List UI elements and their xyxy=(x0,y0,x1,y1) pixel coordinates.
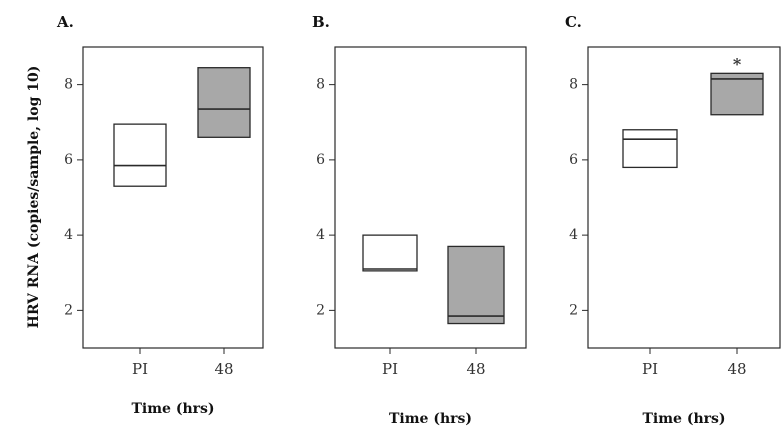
y-axis-title: HRV RNA (copies/sample, log 10) xyxy=(26,66,42,329)
x-tick-label: 48 xyxy=(214,360,233,378)
y-tick-label: 4 xyxy=(316,227,325,243)
panel-3: C. 2 4 6 8 PI 48 Time (hrs) * xyxy=(565,13,781,427)
x-tick-label: PI xyxy=(382,360,398,378)
box-pi xyxy=(362,234,418,272)
plot-frame xyxy=(587,46,781,349)
y-tick-label: 6 xyxy=(64,152,73,168)
y-tick-label: 4 xyxy=(64,227,73,243)
box-pi xyxy=(622,129,678,169)
x-axis-title: Time (hrs) xyxy=(131,401,214,417)
x-tick-label: PI xyxy=(132,360,148,378)
y-tick-label: 8 xyxy=(569,77,578,93)
y-tick-label: 8 xyxy=(64,77,73,93)
x-tick-label: 48 xyxy=(727,360,746,378)
y-tick-label: 4 xyxy=(569,227,578,243)
panel-letter: C. xyxy=(565,13,582,31)
box-48 xyxy=(197,67,251,138)
significance-marker: * xyxy=(733,54,742,73)
box-48 xyxy=(710,72,764,116)
plot-frame xyxy=(82,46,264,349)
y-tick-label: 6 xyxy=(569,152,578,168)
x-axis-title: Time (hrs) xyxy=(642,411,725,427)
y-tick-label: 6 xyxy=(316,152,325,168)
y-tick-label: 8 xyxy=(316,77,325,93)
y-tick-label: 2 xyxy=(64,302,73,318)
y-axis-title-group: HRV RNA (copies/sample, log 10) xyxy=(26,66,42,329)
x-tick-label: 48 xyxy=(466,360,485,378)
plot-frame xyxy=(334,46,527,349)
panel-1: A. 2 4 6 8 PI 48 Time (hrs) xyxy=(56,13,264,417)
panel-letter: B. xyxy=(312,13,330,31)
x-axis-title: Time (hrs) xyxy=(389,411,472,427)
panel-2: B. 2 4 6 8 PI 48 Time (hrs) xyxy=(312,13,527,427)
box-pi xyxy=(113,123,167,187)
y-tick-label: 2 xyxy=(316,302,325,318)
x-tick-label: PI xyxy=(642,360,658,378)
y-tick-label: 2 xyxy=(569,302,578,318)
panel-letter: A. xyxy=(56,13,74,31)
box-48 xyxy=(447,245,505,325)
